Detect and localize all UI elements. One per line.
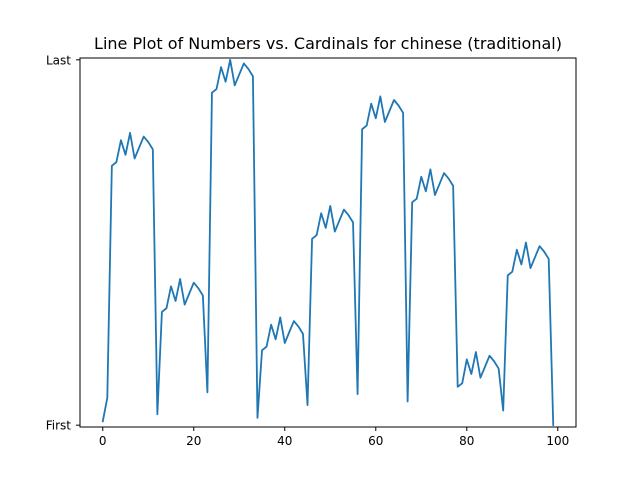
x-tick-label: 40 bbox=[277, 434, 292, 448]
x-tick-label: 20 bbox=[186, 434, 201, 448]
series-line bbox=[101, 58, 555, 427]
plot-frame bbox=[79, 57, 577, 428]
y-axis: First Last bbox=[46, 53, 80, 433]
series-layer bbox=[101, 58, 555, 427]
y-tick-label: Last bbox=[46, 53, 71, 67]
x-tick-label: 60 bbox=[368, 434, 383, 448]
x-tick-label: 0 bbox=[99, 434, 107, 448]
y-tick-label: First bbox=[46, 419, 72, 433]
x-tick-label: 80 bbox=[459, 434, 474, 448]
x-tick-label: 100 bbox=[546, 434, 569, 448]
chart-title: Line Plot of Numbers vs. Cardinals for c… bbox=[94, 34, 562, 53]
x-axis: 0 20 40 60 80 100 bbox=[99, 427, 569, 448]
